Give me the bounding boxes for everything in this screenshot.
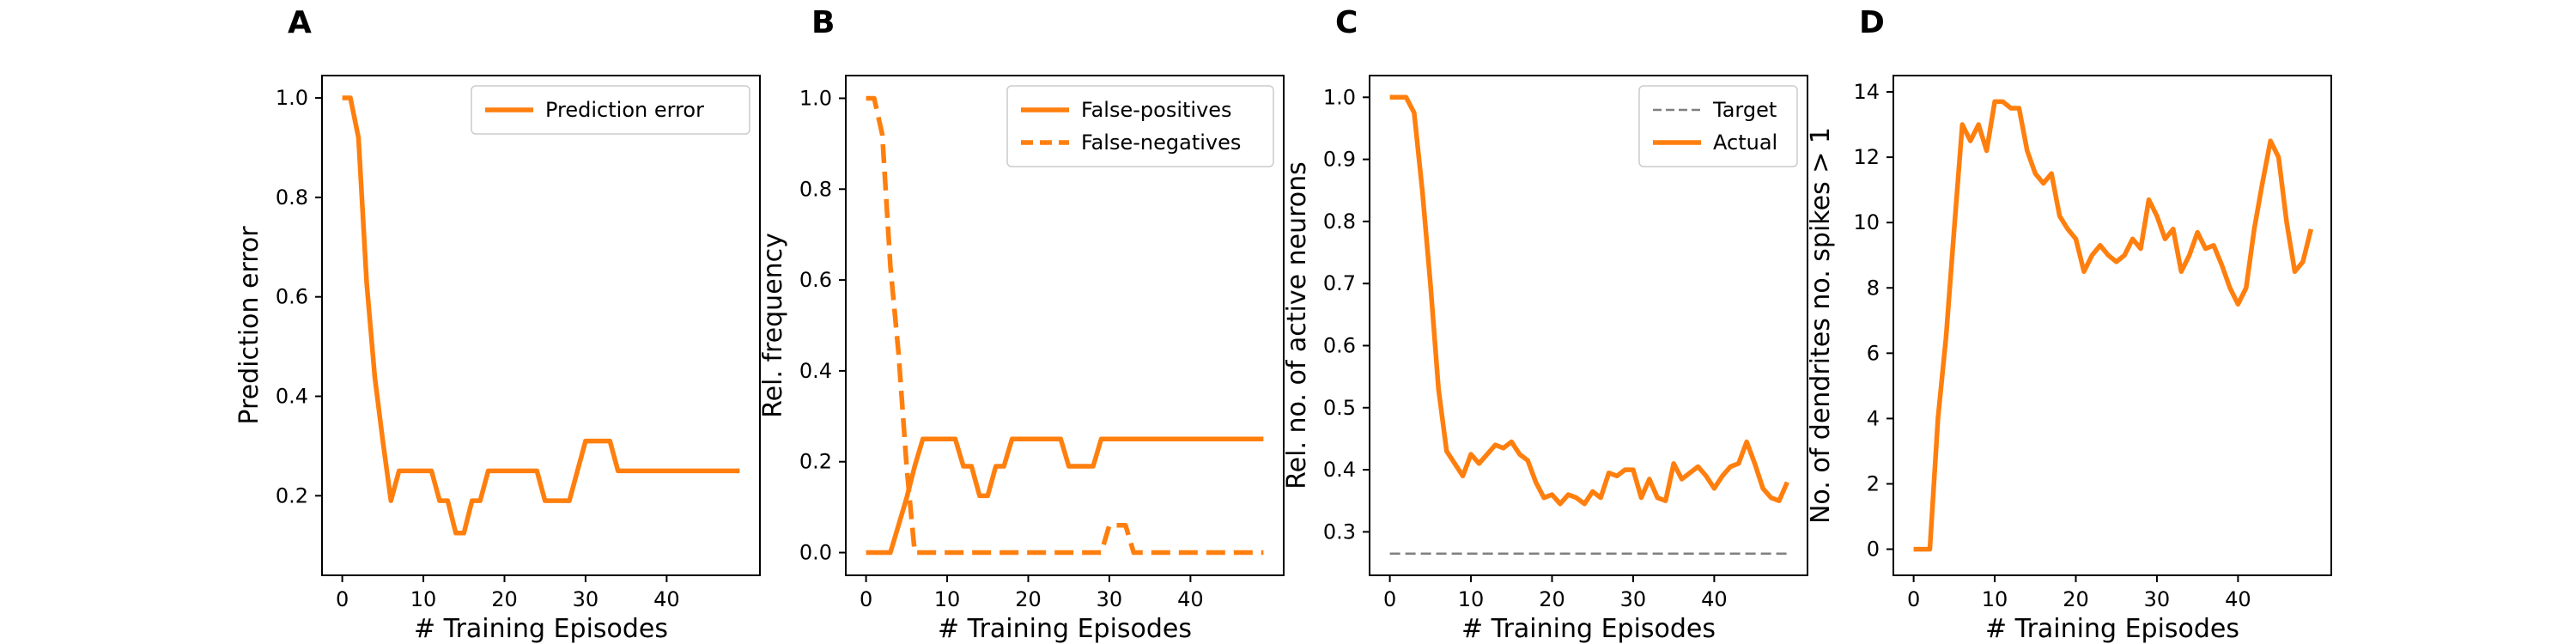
legend-box — [1638, 85, 1798, 167]
series-line-false-positives — [866, 436, 1264, 556]
x-tick-label: 30 — [1620, 587, 1647, 611]
panel-b: B 0 10 20 30 40 0.0 0.2 0.4 0.6 0.8 1.0 # Training E… — [758, 5, 1285, 644]
legend-label: Actual — [1713, 131, 1777, 155]
y-tick-label: 0.4 — [276, 385, 308, 409]
y-tick-label: 0 — [1867, 538, 1880, 562]
x-tick-label: 10 — [934, 587, 961, 611]
x-tick-label: 20 — [491, 587, 518, 611]
x-tick-label: 30 — [573, 587, 599, 611]
x-axis-label: # Training Episodes — [1985, 614, 2239, 644]
panel-c: C 0 10 20 30 40 0.3 0.4 0.5 0.6 0.7 0.8 0.9 1.0 # Trai… — [1282, 5, 1808, 644]
x-tick-label: 30 — [2144, 587, 2171, 611]
legend-label: Target — [1712, 98, 1777, 122]
y-tick-label: 8 — [1867, 276, 1880, 300]
legend-label: False-negatives — [1081, 131, 1241, 155]
y-tick-label: 0.5 — [1323, 396, 1356, 420]
series-line-false-negatives — [866, 95, 1264, 556]
x-axis-label: # Training Episodes — [938, 614, 1192, 644]
y-tick-label: 0.4 — [1323, 458, 1356, 482]
legend: False-positives False-negatives — [1006, 85, 1274, 167]
legend-box — [1006, 85, 1274, 167]
legend: Target Actual — [1638, 85, 1798, 167]
y-tick-label: 14 — [1853, 80, 1880, 104]
y-tick-label: 0.2 — [276, 483, 308, 507]
x-tick-label: 20 — [1015, 587, 1042, 611]
y-tick-label: 1.0 — [799, 86, 832, 110]
y-tick-label: 0.4 — [799, 359, 832, 383]
x-tick-label: 40 — [1701, 587, 1728, 611]
y-tick-label: 6 — [1867, 341, 1880, 365]
series-line-actual — [1389, 94, 1789, 507]
x-tick-label: 30 — [1097, 587, 1123, 611]
x-tick-label: 20 — [1539, 587, 1565, 611]
axes-frame — [1369, 75, 1808, 576]
y-tick-label: 0.6 — [276, 285, 308, 309]
y-tick-label: 10 — [1853, 210, 1880, 234]
y-axis-label: Rel. frequency — [758, 233, 788, 418]
y-tick-label: 0.8 — [799, 177, 832, 201]
legend-label: Prediction error — [545, 98, 704, 122]
y-axis-label: Prediction error — [234, 226, 264, 425]
panel-letter: D — [1859, 5, 1885, 40]
x-tick-label: 0 — [336, 587, 349, 611]
x-tick-label: 0 — [1383, 587, 1396, 611]
series-line-prediction-error — [342, 95, 740, 536]
x-axis-label: # Training Episodes — [414, 614, 668, 644]
y-tick-label: 0.6 — [799, 268, 832, 292]
y-tick-label: 0.0 — [799, 541, 832, 565]
x-tick-label: 10 — [1982, 587, 2008, 611]
y-tick-label: 4 — [1867, 406, 1880, 430]
y-tick-label: 0.6 — [1323, 333, 1356, 357]
x-tick-label: 10 — [410, 587, 437, 611]
legend-box — [471, 85, 750, 135]
y-tick-label: 0.9 — [1323, 148, 1356, 172]
y-tick-label: 0.2 — [799, 450, 832, 474]
x-tick-label: 40 — [2225, 587, 2251, 611]
y-tick-label: 0.8 — [276, 185, 308, 210]
y-tick-label: 1.0 — [1323, 85, 1356, 109]
x-tick-label: 0 — [1907, 587, 1920, 611]
panel-a: A 0 10 20 30 40 0.2 0.4 0.6 0.8 1.0 # Training Epis… — [234, 5, 761, 644]
y-tick-label: 2 — [1867, 471, 1880, 495]
axes-frame — [845, 75, 1285, 576]
panel-d: D 0 10 20 30 40 0 2 4 6 8 10 12 14 # Training Episodes… — [1806, 5, 2332, 644]
x-tick-label: 40 — [653, 587, 680, 611]
panel-letter: B — [811, 5, 835, 40]
x-tick-label: 10 — [1458, 587, 1485, 611]
legend: Prediction error — [471, 85, 750, 135]
x-tick-label: 0 — [860, 587, 872, 611]
series-line-data — [1913, 99, 2314, 552]
y-tick-label: 0.7 — [1323, 271, 1356, 295]
axes-frame — [1893, 75, 2332, 576]
y-axis-label: Rel. no. of active neurons — [1282, 161, 1312, 489]
y-tick-label: 0.3 — [1323, 519, 1356, 544]
y-axis-label: No. of dendrites no. spikes > 1 — [1806, 127, 1836, 524]
legend-label: False-positives — [1081, 98, 1232, 122]
x-tick-label: 40 — [1177, 587, 1204, 611]
panel-letter: C — [1335, 5, 1358, 40]
y-tick-label: 1.0 — [276, 86, 308, 110]
axes-frame — [321, 75, 761, 576]
panel-letter: A — [288, 5, 312, 40]
y-tick-label: 0.8 — [1323, 210, 1356, 234]
y-tick-label: 12 — [1853, 145, 1880, 169]
x-tick-label: 20 — [2063, 587, 2089, 611]
x-axis-label: # Training Episodes — [1461, 614, 1716, 644]
